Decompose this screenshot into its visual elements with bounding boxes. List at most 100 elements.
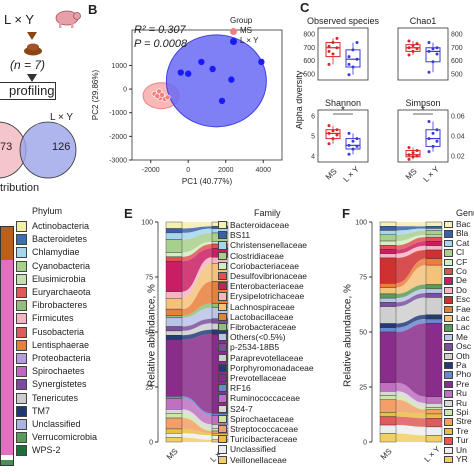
legend-label: Prevotellaceae <box>230 373 287 383</box>
subplot-title: Simpson <box>405 98 440 108</box>
x-category-label: MS <box>324 167 339 182</box>
genus-legend-title: Genu <box>456 208 474 218</box>
alluvial-flow <box>182 233 212 253</box>
phylum-segment <box>1 260 13 456</box>
legend-label: Bacteroidaceae <box>230 220 290 230</box>
bar-segment <box>425 413 443 419</box>
alluvial-flow <box>396 416 426 427</box>
scatter-point <box>228 76 235 83</box>
bar-segment <box>379 253 397 259</box>
box-point <box>347 143 351 147</box>
box-point <box>351 65 355 69</box>
bar-segment <box>165 409 183 414</box>
y-tick-label: 0 <box>363 440 367 447</box>
scatter-point <box>198 58 205 66</box>
bar-segment <box>165 398 183 410</box>
bar-segment <box>425 435 443 443</box>
legend-label: Veillonellaceae <box>230 454 287 465</box>
venn-diagram <box>0 121 77 179</box>
box-point <box>435 46 439 50</box>
legend-label: WPS-2 <box>32 445 61 456</box>
bar-segment <box>379 395 397 400</box>
box-point <box>355 41 359 45</box>
box-point <box>415 149 419 153</box>
legend-label: Coriobacteriaceae <box>230 260 299 271</box>
y-tick-label: 0 <box>149 440 153 447</box>
scatter-point <box>164 94 171 101</box>
r2-label: R² = 0.307 <box>134 24 186 36</box>
legend-swatch <box>16 260 27 272</box>
legend-swatch <box>444 221 453 229</box>
family-legend-title: Family <box>254 208 281 218</box>
legend-label: Do <box>456 284 467 295</box>
alluvial-flow <box>396 391 426 408</box>
subplot-y-tick: 500 <box>303 72 315 79</box>
box-point <box>407 157 411 161</box>
alluvial-flow <box>182 303 212 318</box>
box-point <box>331 137 335 141</box>
bar-segment <box>425 426 443 436</box>
legend-swatch <box>444 437 453 445</box>
legend-swatch <box>16 339 27 351</box>
legend-label: Tur <box>456 435 469 446</box>
bar-segment <box>425 297 443 315</box>
legend-swatch <box>444 324 453 332</box>
box-point <box>347 131 351 135</box>
subplot-y-tick: 6 <box>311 114 315 121</box>
y-tick-label: -3000 <box>109 158 127 165</box>
y-tick-label: -2000 <box>109 134 127 141</box>
legend-label: Bacteroidetes <box>32 234 88 245</box>
subplot-y-tick: 5 <box>311 134 315 141</box>
bar-segment <box>425 230 443 236</box>
legend-label: Co <box>456 266 467 276</box>
alluvial-flow <box>396 250 426 284</box>
scatter-point <box>258 58 265 66</box>
bar-segment <box>425 288 443 294</box>
bar-segment <box>165 261 183 292</box>
bar-segment <box>165 339 183 397</box>
sig-star: * <box>421 105 425 116</box>
bar-segment <box>425 245 443 251</box>
legend-label: YR <box>456 454 468 464</box>
legend-swatch <box>444 418 453 426</box>
legend-swatch <box>444 315 453 323</box>
legend-label: Paraprevotellaceae <box>230 352 304 363</box>
alluvial-flow <box>182 228 212 240</box>
bar-segment <box>425 258 443 266</box>
legend-swatch <box>444 343 453 351</box>
box-point <box>327 44 331 48</box>
legend-label: Bla <box>456 228 469 239</box>
subplot-y-tick: 0.04 <box>451 134 465 141</box>
legend-swatch <box>218 333 227 342</box>
box-point <box>435 128 439 132</box>
legend-swatch <box>444 390 453 398</box>
legend-label: Proteobacteria <box>32 353 91 363</box>
box-point <box>407 153 411 157</box>
legend-label: Actinobacteria <box>32 221 90 231</box>
scatter-point <box>177 69 184 76</box>
box-point <box>431 144 435 148</box>
box-point <box>347 62 351 66</box>
y-tick-label: 25 <box>359 385 367 392</box>
legend-swatch <box>218 312 227 321</box>
box-point <box>431 60 435 64</box>
box-point <box>335 36 339 40</box>
legend-label: Spirochaetaceae <box>230 413 294 424</box>
legend-label: Euryarchaeota <box>32 287 91 297</box>
y-tick-label: 100 <box>141 220 153 227</box>
x-category-label: MS <box>165 447 180 462</box>
legend-swatch <box>218 221 227 230</box>
legend-swatch <box>444 296 453 304</box>
alluvial-flow <box>182 413 212 431</box>
x-axis-label: PC1 (40.77%) <box>182 177 233 186</box>
alluvial-flow <box>182 428 212 436</box>
panel-b-letter: B <box>88 2 98 17</box>
legend-swatch <box>218 414 227 423</box>
legend-label: Tenericutes <box>32 392 79 403</box>
arrow-down-1 <box>27 32 37 40</box>
legend-label: RF16 <box>230 383 251 394</box>
legend-label: Fae <box>456 303 471 314</box>
legend-swatch <box>218 353 227 362</box>
legend-swatch <box>444 277 453 285</box>
legend-label: Chlamydiae <box>32 247 80 258</box>
